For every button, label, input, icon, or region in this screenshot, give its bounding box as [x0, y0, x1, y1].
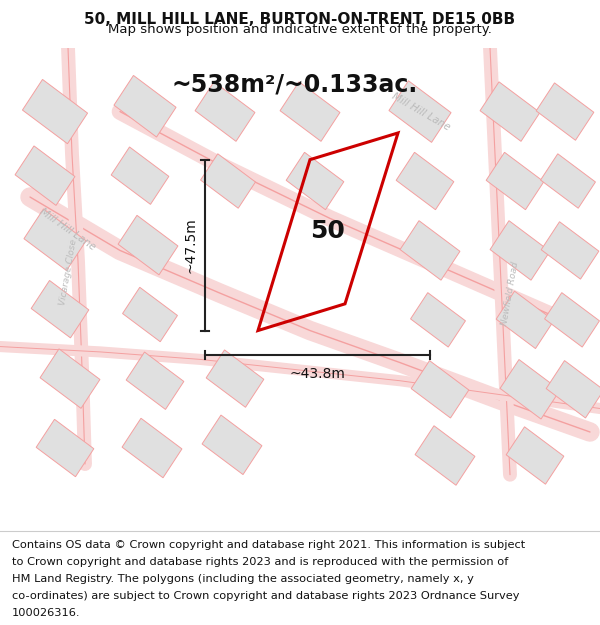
Polygon shape — [506, 427, 564, 484]
Text: Mill Hill Lane: Mill Hill Lane — [38, 206, 97, 252]
Text: ~538m²/~0.133ac.: ~538m²/~0.133ac. — [172, 73, 418, 97]
Polygon shape — [486, 152, 544, 210]
Text: to Crown copyright and database rights 2023 and is reproduced with the permissio: to Crown copyright and database rights 2… — [12, 557, 508, 567]
Polygon shape — [480, 82, 540, 141]
Polygon shape — [122, 418, 182, 478]
Polygon shape — [396, 152, 454, 210]
Polygon shape — [31, 281, 89, 338]
Polygon shape — [40, 349, 100, 408]
Text: ~47.5m: ~47.5m — [184, 217, 198, 273]
Polygon shape — [202, 415, 262, 474]
Polygon shape — [118, 216, 178, 275]
Polygon shape — [400, 221, 460, 280]
Polygon shape — [200, 154, 256, 208]
Text: Map shows position and indicative extent of the property.: Map shows position and indicative extent… — [108, 22, 492, 36]
Polygon shape — [111, 147, 169, 204]
Polygon shape — [500, 359, 560, 419]
Text: ~43.8m: ~43.8m — [290, 368, 346, 381]
Text: HM Land Registry. The polygons (including the associated geometry, namely x, y: HM Land Registry. The polygons (includin… — [12, 574, 474, 584]
Polygon shape — [126, 352, 184, 409]
Polygon shape — [541, 222, 599, 279]
Polygon shape — [36, 419, 94, 477]
Polygon shape — [22, 79, 88, 144]
Polygon shape — [411, 361, 469, 418]
Polygon shape — [24, 209, 86, 271]
Text: co-ordinates) are subject to Crown copyright and database rights 2023 Ordnance S: co-ordinates) are subject to Crown copyr… — [12, 591, 520, 601]
Text: 100026316.: 100026316. — [12, 608, 80, 618]
Polygon shape — [114, 76, 176, 137]
Polygon shape — [122, 288, 178, 342]
Text: 50: 50 — [311, 219, 346, 243]
Polygon shape — [15, 146, 75, 206]
Polygon shape — [280, 82, 340, 141]
Text: Contains OS data © Crown copyright and database right 2021. This information is : Contains OS data © Crown copyright and d… — [12, 540, 525, 550]
Text: 50, MILL HILL LANE, BURTON-ON-TRENT, DE15 0BB: 50, MILL HILL LANE, BURTON-ON-TRENT, DE1… — [85, 12, 515, 27]
Polygon shape — [286, 152, 344, 210]
Polygon shape — [546, 361, 600, 418]
Polygon shape — [195, 82, 255, 141]
Polygon shape — [410, 292, 466, 347]
Polygon shape — [206, 350, 264, 408]
Polygon shape — [415, 426, 475, 485]
Polygon shape — [490, 221, 550, 280]
Polygon shape — [536, 83, 594, 140]
Polygon shape — [496, 291, 554, 349]
Polygon shape — [541, 154, 595, 208]
Text: Vicarage Close: Vicarage Close — [58, 238, 78, 306]
Polygon shape — [389, 81, 451, 142]
Text: Mill Hill Lane: Mill Hill Lane — [390, 91, 452, 132]
Polygon shape — [545, 292, 599, 347]
Text: Newfield Road: Newfield Road — [500, 261, 520, 326]
